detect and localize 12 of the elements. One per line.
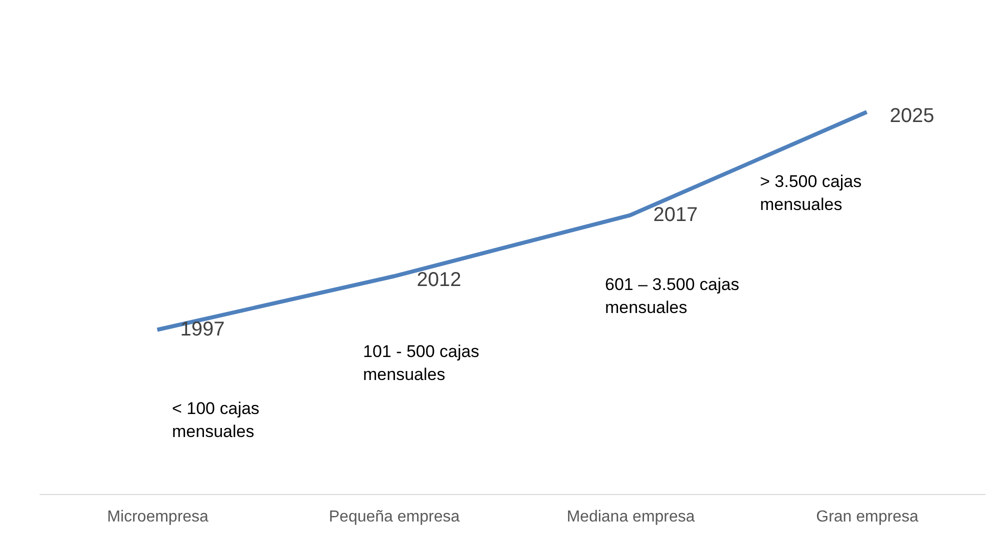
annotation: 1997 (180, 318, 225, 341)
x-tick-label: Microempresa (107, 508, 209, 526)
annotation: 101 - 500 cajas mensuales (363, 342, 480, 384)
annotation: 2017 (653, 204, 698, 226)
x-tick-label: Pequeña empresa (328, 508, 460, 526)
annotation: 2025 (890, 104, 934, 127)
x-tick-label: Mediana empresa (566, 508, 695, 526)
annotation: > 3.500 cajas mensuales (760, 172, 862, 214)
annotation: 2012 (416, 269, 462, 292)
x-tick-label: Gran empresa (816, 508, 918, 526)
annotation: 601 – 3.500 cajas mensuales (605, 275, 740, 317)
annotation: < 100 cajas mensuales (172, 399, 260, 441)
